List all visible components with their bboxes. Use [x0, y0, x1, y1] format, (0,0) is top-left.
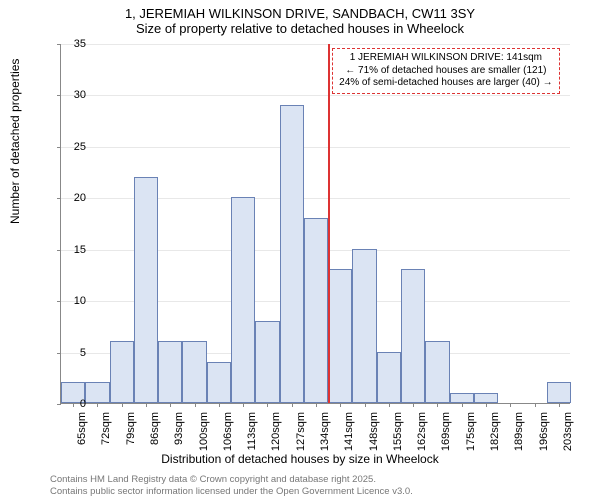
bar — [207, 362, 231, 403]
annotation-box: 1 JEREMIAH WILKINSON DRIVE: 141sqm← 71% … — [332, 48, 559, 94]
xtick-label: 155sqm — [392, 412, 404, 460]
gridline — [61, 147, 570, 148]
xtick-label: 120sqm — [270, 412, 282, 460]
xtick-label: 189sqm — [513, 412, 525, 460]
bar — [110, 341, 134, 403]
bar — [547, 382, 571, 403]
ytick-label: 25 — [56, 141, 86, 153]
xtick-mark — [122, 403, 123, 407]
footer-attribution: Contains HM Land Registry data © Crown c… — [50, 474, 413, 498]
xtick-mark — [195, 403, 196, 407]
ytick-label: 30 — [56, 89, 86, 101]
y-axis-label: Number of detached properties — [8, 59, 22, 224]
xtick-label: 72sqm — [100, 412, 112, 460]
gridline — [61, 44, 570, 45]
gridline — [61, 95, 570, 96]
xtick-mark — [219, 403, 220, 407]
bar — [401, 269, 425, 403]
xtick-label: 79sqm — [125, 412, 137, 460]
annotation-line: 1 JEREMIAH WILKINSON DRIVE: 141sqm — [339, 52, 552, 65]
xtick-label: 86sqm — [149, 412, 161, 460]
xtick-label: 134sqm — [319, 412, 331, 460]
xtick-label: 65sqm — [76, 412, 88, 460]
xtick-mark — [437, 403, 438, 407]
ytick-label: 20 — [56, 192, 86, 204]
plot-area: 1 JEREMIAH WILKINSON DRIVE: 141sqm← 71% … — [60, 44, 570, 404]
xtick-mark — [535, 403, 536, 407]
bar — [85, 382, 109, 403]
bar — [255, 321, 279, 403]
chart-title: 1, JEREMIAH WILKINSON DRIVE, SANDBACH, C… — [0, 0, 600, 36]
xtick-label: 106sqm — [222, 412, 234, 460]
xtick-mark — [486, 403, 487, 407]
xtick-label: 93sqm — [173, 412, 185, 460]
xtick-mark — [413, 403, 414, 407]
xtick-mark — [146, 403, 147, 407]
bar — [280, 105, 304, 403]
reference-line — [328, 44, 330, 403]
xtick-label: 175sqm — [465, 412, 477, 460]
bar — [352, 249, 376, 403]
xtick-mark — [243, 403, 244, 407]
bar — [158, 341, 182, 403]
bar — [328, 269, 352, 403]
bar — [474, 393, 498, 403]
xtick-label: 162sqm — [416, 412, 428, 460]
xtick-mark — [292, 403, 293, 407]
bar — [182, 341, 206, 403]
ytick-label: 10 — [56, 295, 86, 307]
xtick-label: 196sqm — [538, 412, 550, 460]
ytick-label: 5 — [56, 347, 86, 359]
bar — [231, 197, 255, 403]
xtick-label: 182sqm — [489, 412, 501, 460]
xtick-mark — [340, 403, 341, 407]
title-line1: 1, JEREMIAH WILKINSON DRIVE, SANDBACH, C… — [0, 6, 600, 21]
xtick-label: 113sqm — [246, 412, 258, 460]
xtick-mark — [462, 403, 463, 407]
ytick-label: 0 — [56, 398, 86, 410]
footer-line2: Contains public sector information licen… — [50, 486, 413, 498]
annotation-line: 24% of semi-detached houses are larger (… — [339, 77, 552, 90]
xtick-label: 169sqm — [440, 412, 452, 460]
bar — [425, 341, 449, 403]
xtick-mark — [170, 403, 171, 407]
xtick-mark — [510, 403, 511, 407]
xtick-label: 141sqm — [343, 412, 355, 460]
annotation-line: ← 71% of detached houses are smaller (12… — [339, 65, 552, 78]
xtick-mark — [389, 403, 390, 407]
bar — [134, 177, 158, 403]
xtick-mark — [267, 403, 268, 407]
bar — [377, 352, 401, 403]
bar — [304, 218, 328, 403]
xtick-mark — [97, 403, 98, 407]
xtick-mark — [559, 403, 560, 407]
ytick-label: 15 — [56, 244, 86, 256]
bar — [450, 393, 474, 403]
footer-line1: Contains HM Land Registry data © Crown c… — [50, 474, 413, 486]
xtick-label: 127sqm — [295, 412, 307, 460]
xtick-mark — [365, 403, 366, 407]
xtick-mark — [316, 403, 317, 407]
xtick-label: 148sqm — [368, 412, 380, 460]
ytick-label: 35 — [56, 38, 86, 50]
title-line2: Size of property relative to detached ho… — [0, 21, 600, 36]
xtick-label: 100sqm — [198, 412, 210, 460]
xtick-label: 203sqm — [562, 412, 574, 460]
